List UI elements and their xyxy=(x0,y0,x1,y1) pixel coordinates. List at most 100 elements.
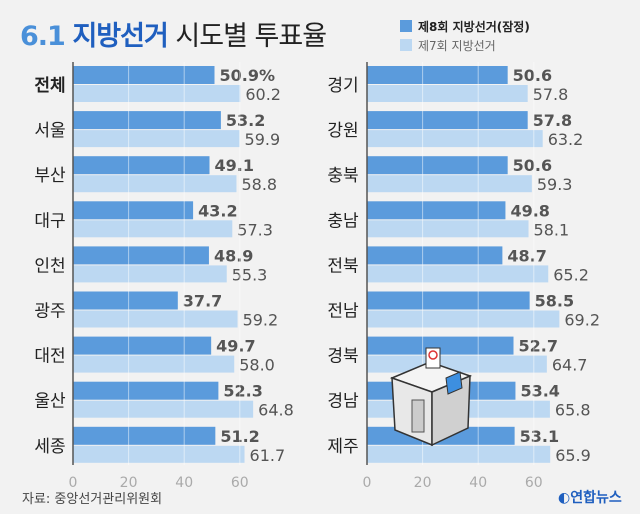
data-label-8th: 57.8 xyxy=(533,111,572,130)
category-label: 제주 xyxy=(327,437,358,457)
data-label-8th: 49.8 xyxy=(510,201,549,220)
bar-7th xyxy=(367,355,547,373)
category-label: 인천 xyxy=(34,256,65,276)
bar-8th xyxy=(367,291,530,310)
bar-8th xyxy=(367,336,514,355)
data-label-8th: 53.2 xyxy=(226,111,265,130)
legend-swatch xyxy=(400,20,412,32)
data-label-7th: 57.8 xyxy=(533,85,569,104)
x-tick-label: 60 xyxy=(231,475,249,491)
title-subject: 시도별 투표율 xyxy=(175,21,327,52)
category-label: 광주 xyxy=(34,302,65,322)
data-label-8th: 52.7 xyxy=(519,337,558,356)
chart-title: 6.1 지방선거 시도별 투표율 xyxy=(20,14,327,53)
data-label-7th: 61.7 xyxy=(250,446,286,465)
legend-swatch xyxy=(400,39,412,51)
data-label-7th: 65.2 xyxy=(553,265,589,284)
bar-7th xyxy=(73,175,237,193)
data-label-7th: 63.2 xyxy=(548,130,584,149)
bar-7th xyxy=(367,130,543,148)
data-label-8th: 50.6 xyxy=(513,156,552,175)
data-label-7th: 57.3 xyxy=(237,220,273,239)
category-label: 전북 xyxy=(327,256,358,276)
data-label-8th: 37.7 xyxy=(183,292,222,311)
bar-7th xyxy=(73,400,254,418)
data-label-7th: 64.7 xyxy=(552,356,588,375)
source-note: 자료: 중앙선거관리위원회 xyxy=(22,492,163,507)
category-label: 서울 xyxy=(34,121,65,141)
category-label: 충남 xyxy=(327,211,359,231)
bar-7th xyxy=(73,355,235,373)
bar-8th xyxy=(73,246,209,265)
data-label-7th: 69.2 xyxy=(564,311,600,330)
bar-7th xyxy=(367,310,560,328)
data-label-7th: 55.3 xyxy=(232,265,268,284)
bar-8th xyxy=(367,156,508,175)
data-label-8th: 53.4 xyxy=(520,382,559,401)
bar-7th xyxy=(367,175,532,193)
x-tick-label: 0 xyxy=(363,475,372,491)
bar-8th xyxy=(73,111,221,130)
bar-8th xyxy=(73,66,215,84)
x-tick-label: 60 xyxy=(525,475,543,491)
bar-7th xyxy=(367,85,528,102)
category-label: 세종 xyxy=(34,437,65,457)
category-label: 전체 xyxy=(34,76,65,96)
bar-7th xyxy=(367,220,529,238)
category-label: 전남 xyxy=(327,302,359,322)
title-date: 6.1 xyxy=(20,21,66,52)
bar-7th xyxy=(73,445,245,463)
x-tick-label: 20 xyxy=(414,475,432,491)
logo-icon: ◐ xyxy=(558,490,571,506)
data-label-8th: 49.1 xyxy=(214,156,253,175)
data-label-8th: 52.3 xyxy=(223,382,262,401)
category-label: 대구 xyxy=(34,211,65,231)
data-label-7th: 58.8 xyxy=(241,175,277,194)
data-label-7th: 64.8 xyxy=(258,401,294,420)
bar-7th xyxy=(367,265,549,283)
data-label-7th: 59.9 xyxy=(245,130,281,149)
legend-item-8th: 제8회 지방선거(잠정) xyxy=(400,18,530,35)
data-label-8th: 50.9% xyxy=(220,66,276,85)
bar-8th xyxy=(367,246,503,265)
bar-7th xyxy=(73,85,241,102)
bar-7th xyxy=(73,310,238,328)
category-label: 울산 xyxy=(34,392,66,412)
category-label: 강원 xyxy=(327,121,358,141)
data-label-7th: 59.2 xyxy=(243,311,279,330)
bar-8th xyxy=(73,426,216,445)
category-label: 부산 xyxy=(34,166,66,186)
bar-8th xyxy=(73,336,212,355)
yonhap-logo: ◐연합뉴스 xyxy=(558,490,622,506)
ballot-box-icon xyxy=(389,347,473,447)
category-label: 대전 xyxy=(34,347,65,367)
bar-7th xyxy=(367,445,551,463)
title-election: 지방선거 xyxy=(72,21,168,52)
x-tick-label: 0 xyxy=(69,475,78,491)
bar-7th xyxy=(73,130,240,148)
category-label: 경북 xyxy=(327,347,358,367)
category-label: 충북 xyxy=(327,166,358,186)
bar-8th xyxy=(73,291,178,310)
bar-8th xyxy=(367,66,508,84)
data-label-8th: 53.1 xyxy=(520,427,559,446)
bar-7th xyxy=(73,265,227,283)
data-label-7th: 65.9 xyxy=(555,446,591,465)
legend-label: 제7회 지방선거 xyxy=(418,39,496,53)
legend-label: 제8회 지방선거(잠정) xyxy=(418,20,530,34)
data-label-8th: 58.5 xyxy=(535,292,574,311)
category-label: 경기 xyxy=(327,76,358,96)
bar-7th xyxy=(73,220,233,238)
bar-8th xyxy=(367,111,528,130)
x-tick-label: 40 xyxy=(175,475,193,491)
bar-8th xyxy=(367,201,506,220)
x-tick-label: 40 xyxy=(469,475,487,491)
data-label-7th: 65.8 xyxy=(555,401,591,420)
data-label-7th: 60.2 xyxy=(245,85,281,104)
data-label-8th: 43.2 xyxy=(198,201,237,220)
data-label-8th: 48.9 xyxy=(214,246,253,265)
data-label-8th: 49.7 xyxy=(216,337,255,356)
category-label: 경남 xyxy=(327,392,359,412)
bar-8th xyxy=(73,156,210,175)
